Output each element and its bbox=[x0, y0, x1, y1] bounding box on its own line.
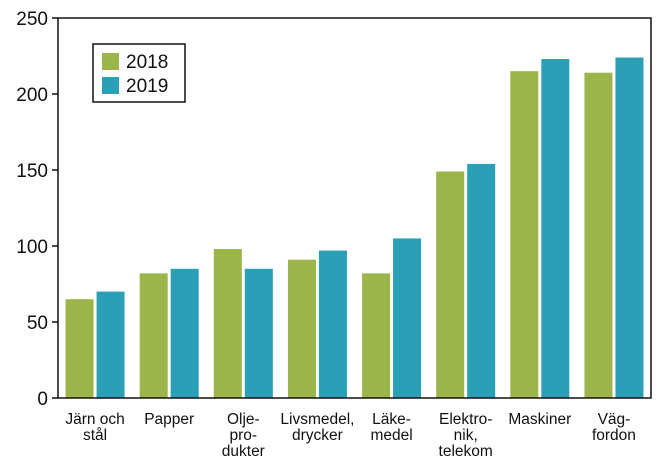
bar-2018-4 bbox=[362, 273, 391, 398]
y-tick-label: 150 bbox=[16, 161, 48, 182]
y-tick-label: 50 bbox=[27, 313, 48, 334]
bar-2018-7 bbox=[584, 72, 613, 398]
bar-2019-2 bbox=[244, 268, 273, 398]
x-category-label: Papper bbox=[144, 411, 194, 428]
x-category-label: medel bbox=[370, 427, 412, 444]
bars bbox=[65, 57, 644, 399]
plot-frame bbox=[57, 17, 652, 399]
bar-2019-4 bbox=[393, 238, 422, 398]
x-category-label: stål bbox=[83, 427, 107, 444]
bar-2019-7 bbox=[615, 57, 644, 399]
legend-swatch-2019 bbox=[102, 77, 119, 94]
y-tick-label: 200 bbox=[16, 85, 48, 106]
x-category-label: telekom bbox=[439, 443, 493, 460]
bar-2018-1 bbox=[139, 273, 168, 398]
x-category-label: Maskiner bbox=[508, 411, 571, 428]
x-category-label: Elektro- bbox=[439, 411, 492, 428]
bar-2019-5 bbox=[467, 163, 496, 398]
bar-2018-3 bbox=[287, 259, 316, 398]
x-category-label: fordon bbox=[592, 427, 636, 444]
y-tick-label: 100 bbox=[16, 237, 48, 258]
x-category-label: Järn och bbox=[65, 411, 124, 428]
bar-2018-2 bbox=[213, 249, 242, 398]
x-category-label: Olje- bbox=[227, 411, 260, 428]
legend-label-2019: 2019 bbox=[126, 76, 168, 97]
legend-swatch-2018 bbox=[102, 53, 119, 70]
x-category-label: nik, bbox=[454, 427, 478, 444]
legend: 2018 2019 bbox=[92, 43, 186, 103]
y-axis-ticks: 0 50 100 150 200 250 bbox=[16, 9, 58, 410]
x-category-label: Väg- bbox=[598, 411, 631, 428]
bar-2019-3 bbox=[318, 250, 347, 398]
legend-label-2018: 2018 bbox=[126, 52, 168, 73]
x-category-label: dukter bbox=[222, 443, 265, 460]
bar-2018-0 bbox=[65, 299, 94, 398]
bar-2018-6 bbox=[510, 71, 539, 398]
y-tick-label: 0 bbox=[37, 389, 48, 410]
bar-2019-1 bbox=[170, 268, 199, 398]
bar-2018-5 bbox=[436, 171, 465, 398]
y-tick-label: 250 bbox=[16, 9, 48, 30]
x-category-label: pro- bbox=[230, 427, 258, 444]
bar-2019-6 bbox=[541, 59, 570, 398]
bar-2019-0 bbox=[96, 291, 125, 398]
x-category-label: Läke- bbox=[372, 411, 411, 428]
x-category-label: Livsmedel, bbox=[280, 411, 354, 428]
x-category-label: drycker bbox=[292, 427, 343, 444]
